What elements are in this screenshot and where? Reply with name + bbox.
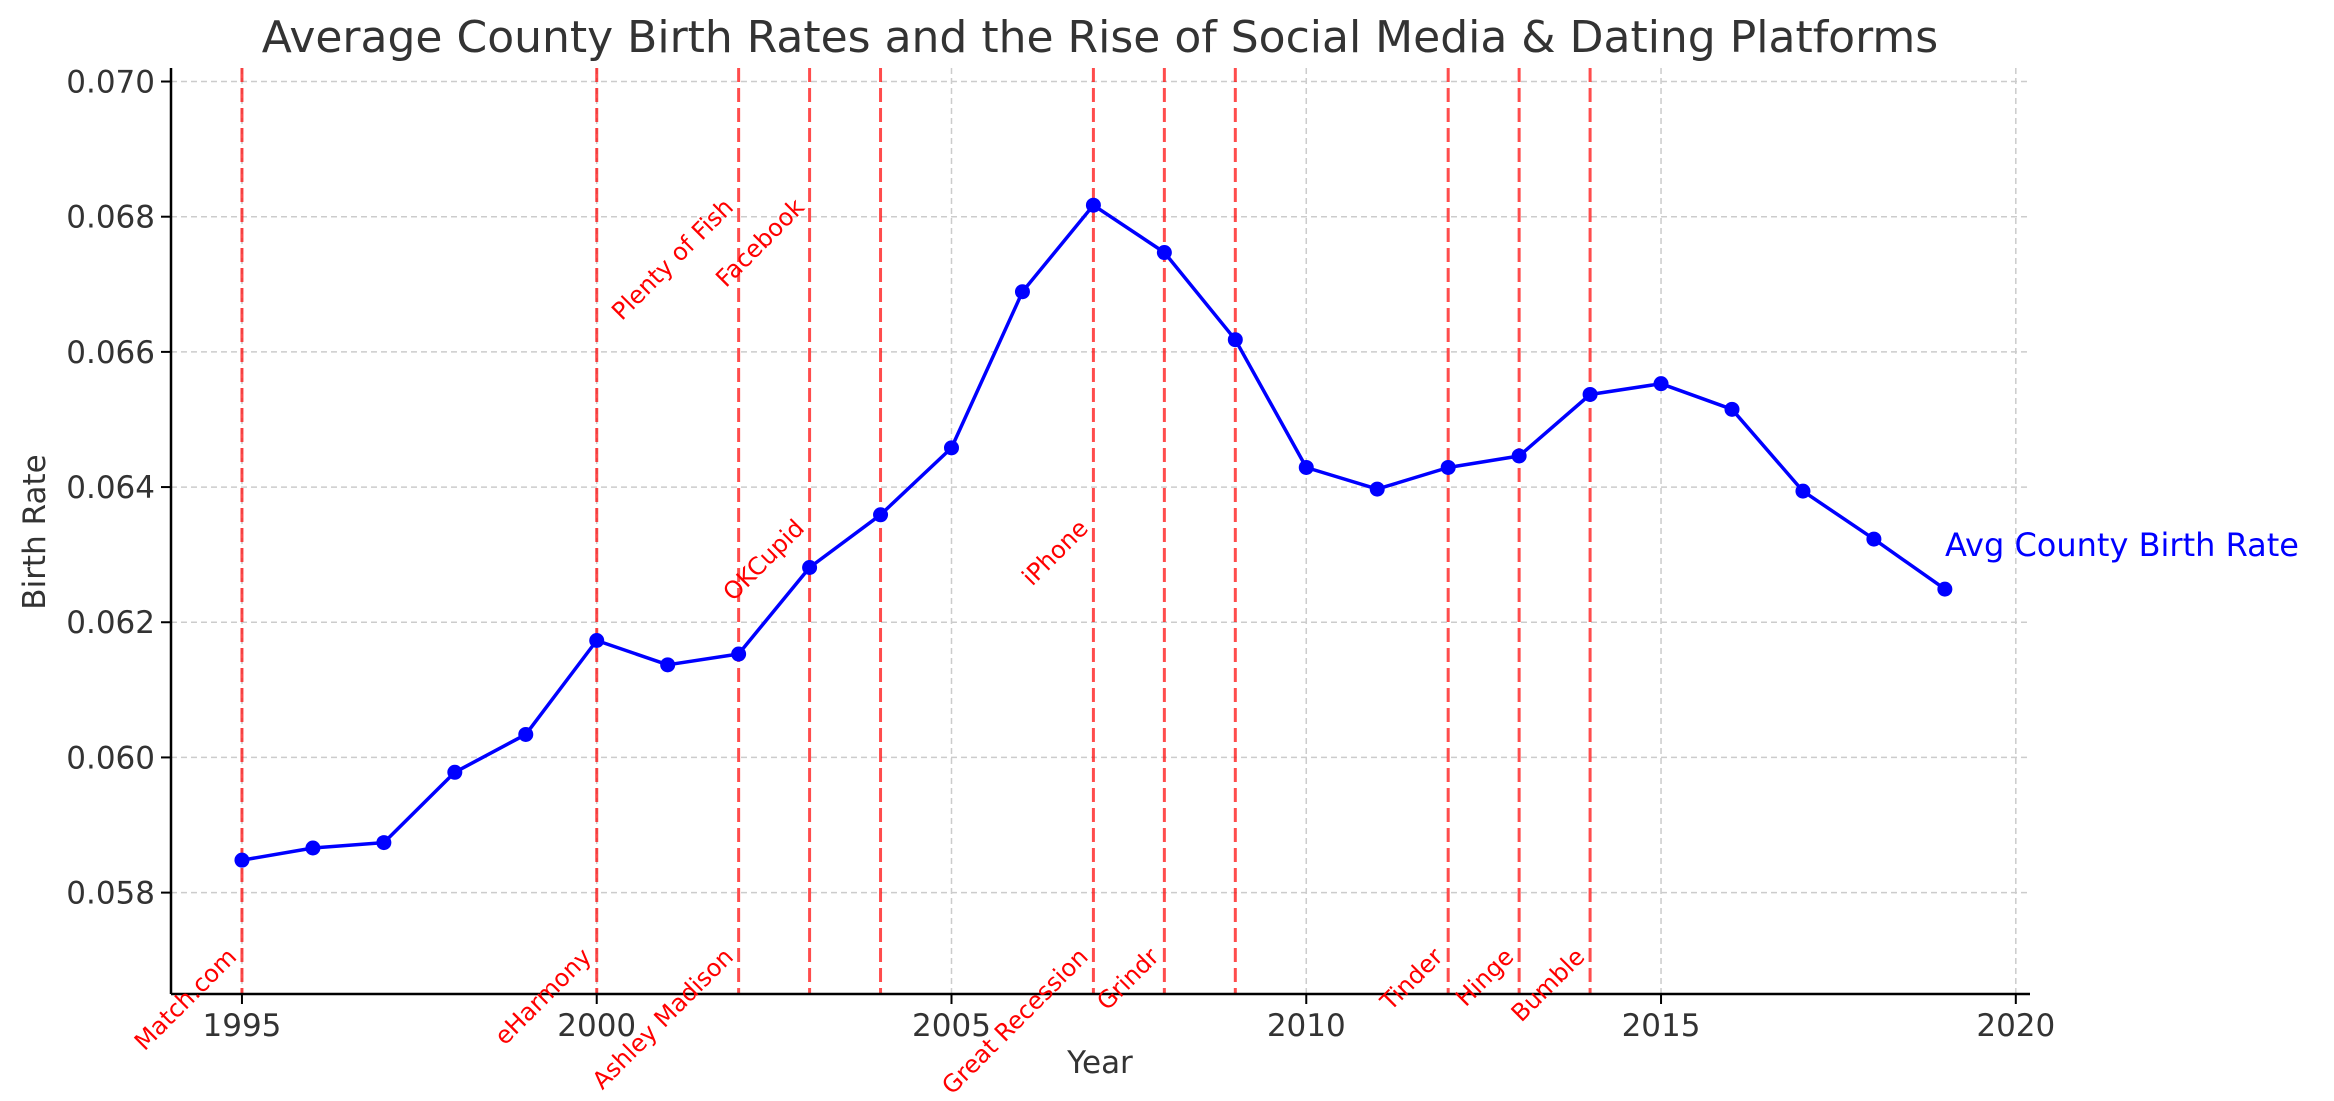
y-tick-label: 0.062 [66, 605, 155, 641]
data-point [1937, 581, 1953, 597]
data-point [1582, 386, 1598, 402]
data-point [1085, 197, 1101, 213]
data-point [1014, 284, 1030, 300]
data-point [1369, 481, 1385, 497]
chart-title: Average County Birth Rates and the Rise … [262, 12, 1938, 63]
series-label-avg-county-birth-rate: Avg County Birth Rate [1945, 526, 2299, 564]
event-label: Grindr [1091, 943, 1164, 1016]
y-tick-label: 0.060 [66, 740, 155, 776]
event-label: OKCupid [718, 514, 810, 606]
event-lines [240, 68, 1592, 994]
data-point [1511, 448, 1527, 464]
y-tick-label: 0.070 [66, 65, 155, 101]
event-label: iPhone [1017, 514, 1094, 591]
y-axis-label: Birth Rate [17, 454, 53, 609]
data-point [376, 835, 392, 851]
data-point [447, 764, 463, 780]
x-axis-label: Year [1066, 1045, 1133, 1081]
x-tick-label: 2010 [1267, 1008, 1346, 1044]
data-point [802, 559, 818, 575]
data-point [873, 507, 889, 523]
axes [169, 68, 2030, 996]
axis-ticks: 1995 2000 2005 2010 2015 2020 0.058 0.060 0.062 0… [66, 65, 2055, 1044]
x-tick-label: 1995 [203, 1008, 282, 1044]
event-label: Plenty of Fish [606, 193, 739, 326]
x-tick-label: 2000 [557, 1008, 636, 1044]
data-point [1795, 483, 1811, 499]
data-point [1653, 376, 1669, 392]
event-label: Tinder [1374, 943, 1448, 1017]
data-point [1724, 401, 1740, 417]
data-point [1156, 245, 1172, 261]
x-tick-label: 2005 [912, 1008, 991, 1044]
data-point [589, 632, 605, 648]
x-tick-label: 2015 [1622, 1008, 1701, 1044]
y-tick-label: 0.068 [66, 200, 155, 236]
x-tick-label: 2020 [1976, 1008, 2055, 1044]
data-point [234, 852, 250, 868]
y-tick-label: 0.066 [66, 335, 155, 371]
data-point [305, 840, 321, 856]
data-point [1298, 459, 1314, 475]
data-point [1866, 531, 1882, 547]
data-point [660, 657, 676, 673]
data-point [1227, 332, 1243, 348]
data-point [1440, 459, 1456, 475]
data-point [518, 726, 534, 742]
event-label: Hinge [1450, 943, 1519, 1012]
y-tick-label: 0.058 [66, 876, 155, 912]
series [234, 197, 1953, 868]
data-point [943, 440, 959, 456]
data-point [731, 646, 747, 662]
y-tick-label: 0.064 [66, 470, 155, 506]
